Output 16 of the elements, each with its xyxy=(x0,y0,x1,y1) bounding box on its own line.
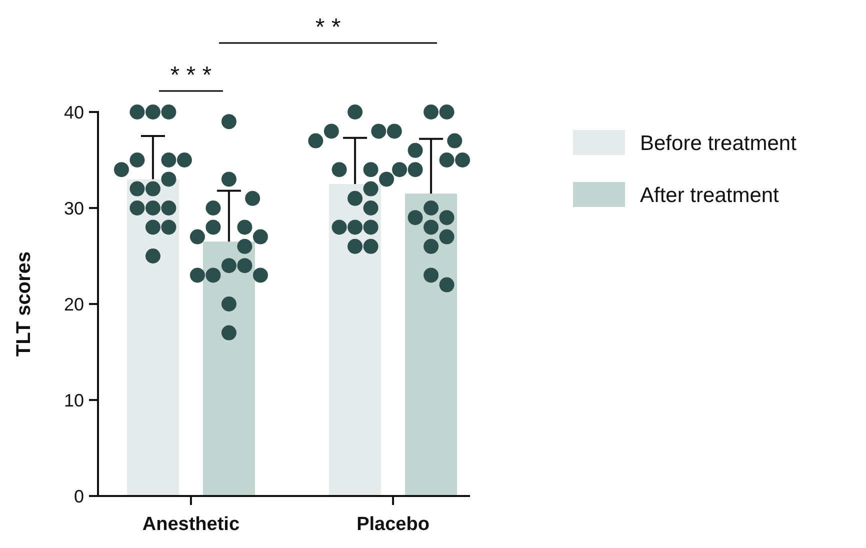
bar xyxy=(405,194,458,496)
legend-label: Before treatment xyxy=(640,132,797,155)
legend-label: After treatment xyxy=(640,184,780,207)
bar xyxy=(329,184,382,496)
y-tick-label: 0 xyxy=(74,486,84,506)
x-tick-label: Anesthetic xyxy=(142,514,240,535)
text: * * xyxy=(315,14,341,41)
y-tick-label: 30 xyxy=(64,198,84,218)
y-tick-label: 40 xyxy=(64,102,84,122)
text: * * * xyxy=(170,62,212,89)
y-axis-title: TLT scores xyxy=(13,251,35,357)
y-tick-label: 10 xyxy=(64,390,84,410)
x-tick-label: Placebo xyxy=(356,514,430,535)
bar xyxy=(126,179,179,496)
y-tick-label: 20 xyxy=(64,294,84,314)
bar xyxy=(202,242,255,496)
